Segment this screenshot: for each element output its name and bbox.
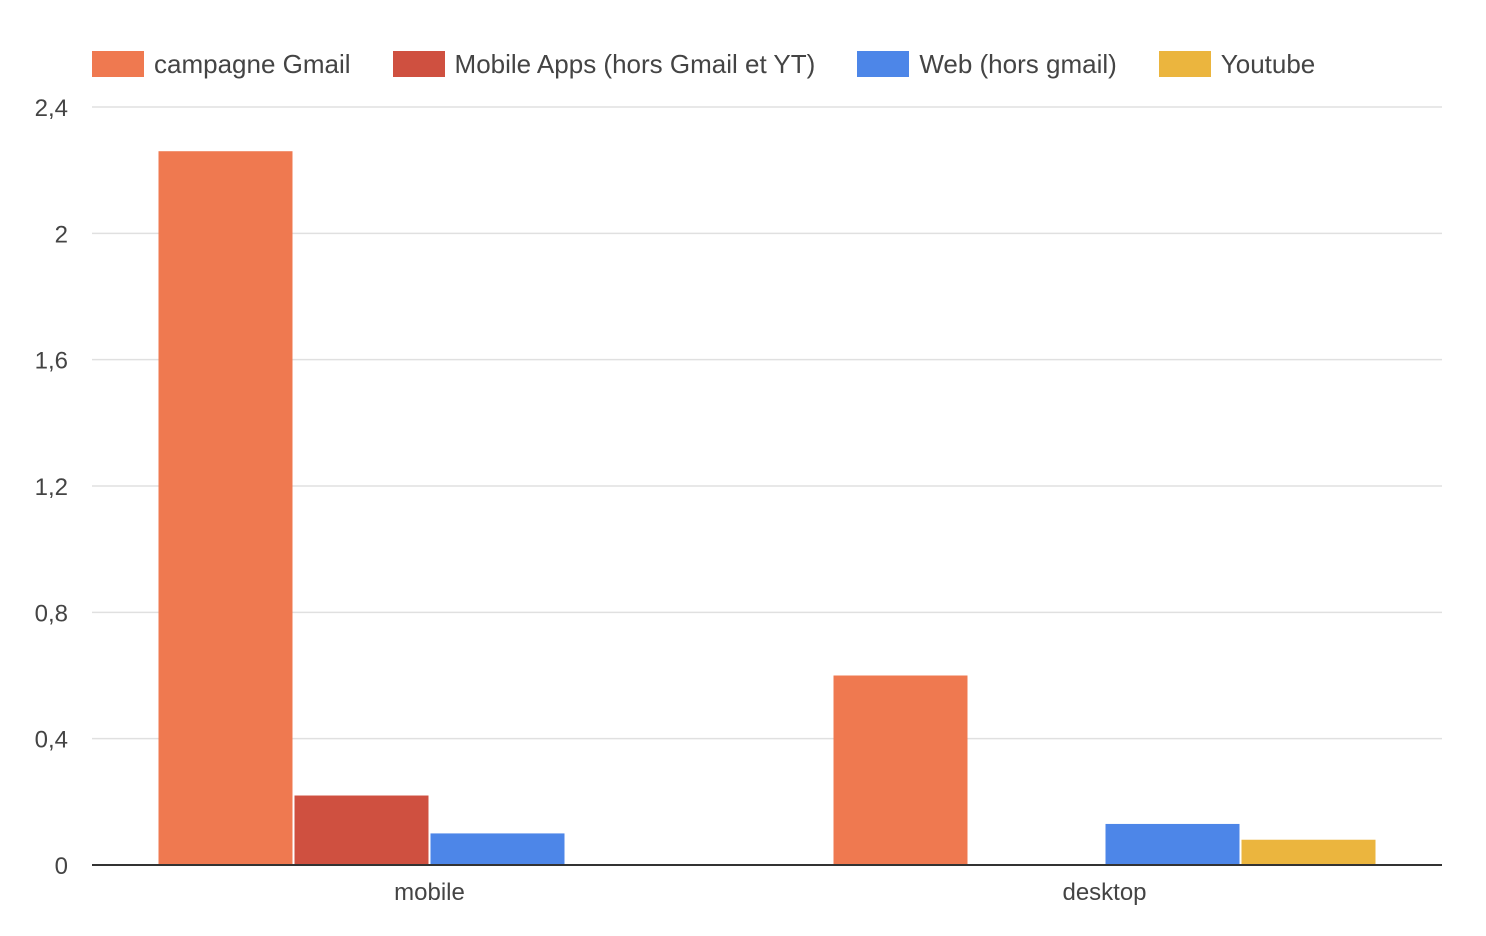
- legend-label: campagne Gmail: [154, 48, 351, 79]
- legend-label: Mobile Apps (hors Gmail et YT): [454, 48, 816, 79]
- y-tick-label: 0: [55, 853, 68, 880]
- bar-mobile-1[interactable]: [294, 795, 429, 865]
- legend-swatch: [1158, 51, 1211, 77]
- x-tick-label: desktop: [1062, 879, 1146, 906]
- legend-swatch: [392, 51, 445, 77]
- legend-label: Youtube: [1220, 48, 1316, 79]
- legend-item-campagne-gmail[interactable]: campagne Gmail: [92, 49, 351, 80]
- legend-label: Web (hors gmail): [919, 48, 1117, 79]
- y-tick-label: 2: [55, 221, 68, 248]
- legend-swatch: [857, 51, 910, 77]
- bar-desktop-3[interactable]: [1241, 839, 1376, 865]
- y-tick-label: 2,4: [35, 95, 68, 122]
- legend-item-youtube[interactable]: Youtube: [1158, 48, 1316, 80]
- bar-mobile-0[interactable]: [158, 151, 293, 865]
- bar-desktop-0[interactable]: [833, 675, 968, 866]
- legend-item-mobile-apps[interactable]: Mobile Apps (hors Gmail et YT): [392, 48, 816, 80]
- y-tick-label: 0,4: [35, 727, 68, 754]
- legend-swatch: [92, 51, 144, 77]
- legend-item-web[interactable]: Web (hors gmail): [857, 48, 1117, 80]
- bar-desktop-2[interactable]: [1105, 823, 1240, 865]
- bar-mobile-2[interactable]: [430, 833, 565, 865]
- y-tick-label: 0,8: [35, 600, 68, 627]
- legend: campagne Gmail Mobile Apps (hors Gmail e…: [92, 44, 1357, 84]
- y-tick-label: 1,6: [35, 348, 68, 375]
- x-tick-label: mobile: [394, 879, 465, 906]
- y-tick-label: 1,2: [35, 474, 68, 501]
